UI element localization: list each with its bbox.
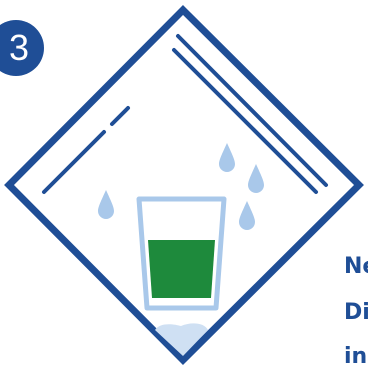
step-badge: 3 (0, 20, 44, 76)
zip-bag-icon (4, 5, 364, 365)
step-number: 3 (8, 27, 30, 68)
ice-icon (155, 323, 208, 356)
glass-liquid (148, 240, 215, 298)
glass-icon (136, 196, 227, 311)
water-drops (98, 143, 264, 230)
caption-line-2: Di (344, 300, 368, 325)
caption-line-3: in (344, 344, 368, 369)
water-drop-icon (98, 190, 114, 219)
water-drop-icon (239, 201, 255, 230)
water-drop-icon (248, 164, 264, 193)
caption-line-1: Ne (344, 254, 368, 279)
water-drop-icon (219, 143, 235, 172)
